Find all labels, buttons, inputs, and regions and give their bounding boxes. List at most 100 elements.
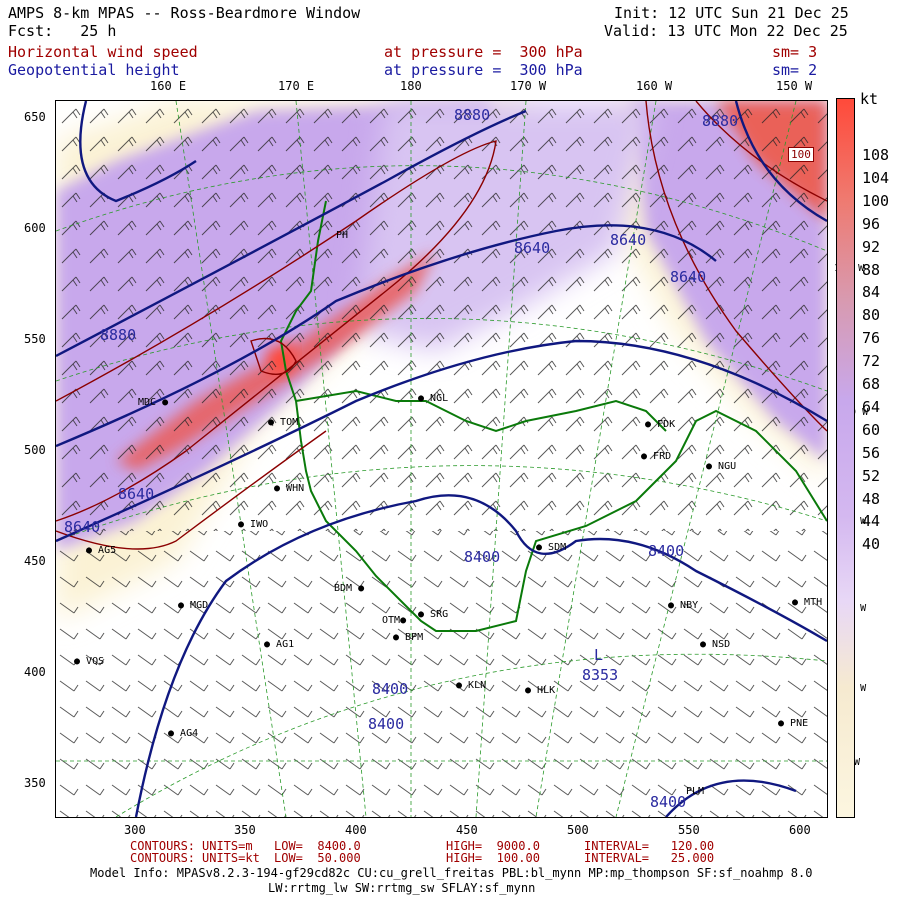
wind-speed-contours: [56, 101, 827, 550]
footer-contours2-high: HIGH= 100.00: [446, 851, 540, 865]
footer-contours1-low: LOW= 8400.0: [274, 839, 361, 853]
station-marker: ● AG4: [168, 728, 199, 739]
colorbar-tick: 96: [862, 214, 881, 233]
lon-label-170w: 170 W: [510, 79, 547, 93]
station-marker: ● MTH: [792, 597, 823, 608]
smoothing-1: sm= 3: [772, 43, 818, 61]
lon-label-160w: 160 W: [636, 79, 673, 93]
colorbar-tick: 76: [862, 329, 881, 348]
height-label: 8400: [464, 548, 501, 566]
y-tick: 650: [24, 110, 46, 124]
height-label: 8640: [670, 268, 707, 286]
field-wind-speed: Horizontal wind speed: [8, 43, 198, 61]
colorbar-tick: 108: [862, 146, 890, 164]
footer-contours1-interval: INTERVAL= 120.00: [584, 839, 715, 853]
colorbar-tick: 88: [862, 260, 881, 279]
colorbar-tick: 104: [862, 168, 890, 187]
station-marker: ● AG5: [86, 545, 117, 556]
station-marker: PLM: [686, 786, 705, 797]
station-marker: ● VQS: [74, 656, 105, 667]
station-marker: OTM●: [382, 615, 407, 626]
colorbar-tick: 84: [862, 283, 881, 302]
x-tick: 450: [456, 823, 478, 837]
smoothing-2: sm= 2: [772, 61, 818, 79]
station-marker: ● NGL: [418, 393, 449, 404]
station-marker: ● TOM: [268, 417, 299, 428]
footer-contours2-interval: INTERVAL= 25.000: [584, 851, 715, 865]
height-label: 8880: [702, 112, 739, 130]
x-tick: 300: [124, 823, 146, 837]
plot-title: AMPS 8-km MPAS -- Ross-Beardmore Window: [8, 4, 361, 22]
wind-speed-colorbar: [836, 98, 855, 818]
station-marker: ● WHN: [274, 483, 305, 494]
x-tick: 550: [678, 823, 700, 837]
height-label: 8640: [118, 485, 155, 503]
geopotential-contours: [56, 101, 827, 817]
footer-contours1-label: CONTOURS:: [130, 839, 196, 853]
height-label: 8400: [648, 542, 685, 560]
station-marker: ● BPM: [393, 632, 424, 643]
low-symbol: L: [594, 646, 604, 664]
colorbar-tick: 80: [862, 306, 881, 325]
station-marker: ● NSD: [700, 639, 731, 650]
station-marker: ● FRD: [641, 451, 672, 462]
colorbar-tick: 100: [862, 191, 890, 210]
height-label: 8400: [368, 715, 405, 733]
y-tick: 350: [24, 776, 46, 790]
station-marker: ● IWO: [238, 519, 269, 530]
low-value: 8353: [582, 666, 619, 684]
forecast-hour: Fcst: 25 h: [8, 22, 117, 40]
lon-label-160e: 160 E: [150, 79, 187, 93]
height-label: 8640: [514, 239, 551, 257]
station-marker: ● SRG: [418, 609, 449, 620]
colorbar-tick: 92: [862, 237, 881, 256]
station-marker: PH: [336, 230, 349, 241]
height-label: 8400: [372, 680, 409, 698]
colorbar-tick: 60: [862, 420, 881, 439]
x-tick: 600: [789, 823, 811, 837]
map-plot-area: [55, 100, 828, 818]
pressure-level-1: at pressure = 300 hPa: [384, 43, 583, 61]
height-label: 8880: [100, 326, 137, 344]
station-marker: ● FDK: [645, 419, 676, 430]
footer-contours2-label: CONTOURS:: [130, 851, 196, 865]
y-tick: 550: [24, 332, 46, 346]
field-geopotential: Geopotential height: [8, 61, 180, 79]
height-label: 8880: [454, 106, 491, 124]
x-tick: 400: [345, 823, 367, 837]
height-label: 8640: [64, 518, 101, 536]
station-marker: ● SDM: [536, 542, 567, 553]
pressure-level-2: at pressure = 300 hPa: [384, 61, 583, 79]
lon-label-180: 180: [400, 79, 422, 93]
footer-contours1-high: HIGH= 9000.0: [446, 839, 540, 853]
init-time: Init: 12 UTC Sun 21 Dec 25: [614, 4, 849, 22]
x-tick: 500: [567, 823, 589, 837]
station-marker: ● NGU: [706, 461, 737, 472]
colorbar-tick: 56: [862, 443, 881, 462]
footer-contours2-units: UNITS=kt: [202, 851, 260, 865]
station-marker: ● NBY: [668, 600, 699, 611]
height-label: 8640: [610, 231, 647, 249]
y-tick: 600: [24, 221, 46, 235]
height-label: 8400: [650, 793, 687, 811]
wind-barbs: [56, 101, 827, 817]
lon-label-170e: 170 E: [278, 79, 315, 93]
footer-model-info-2: LW:rrtmg_lw SW:rrtmg_sw SFLAY:sf_mynn: [268, 881, 536, 895]
footer-contours1-units: UNITS=m: [202, 839, 253, 853]
station-marker: ● HLK: [525, 685, 556, 696]
station-marker: MDC ●: [138, 397, 169, 408]
y-tick: 450: [24, 554, 46, 568]
colorbar-tick: 44: [862, 512, 881, 531]
wind-speed-label: 100: [788, 147, 814, 162]
x-tick: 350: [234, 823, 256, 837]
station-marker: ● KLN: [456, 680, 487, 691]
station-marker: BDM ●: [334, 583, 365, 594]
footer-model-info: Model Info: MPASv8.2.3-194-gf29cd82c CU:…: [90, 866, 813, 880]
colorbar-tick: 64: [862, 397, 881, 416]
colorbar-tick: 68: [862, 375, 881, 393]
colorbar-unit: kt: [860, 90, 879, 108]
station-marker: ● MGD: [178, 600, 209, 611]
y-tick: 400: [24, 665, 46, 679]
station-marker: ● AG1: [264, 639, 295, 650]
colorbar-tick: 72: [862, 352, 881, 371]
